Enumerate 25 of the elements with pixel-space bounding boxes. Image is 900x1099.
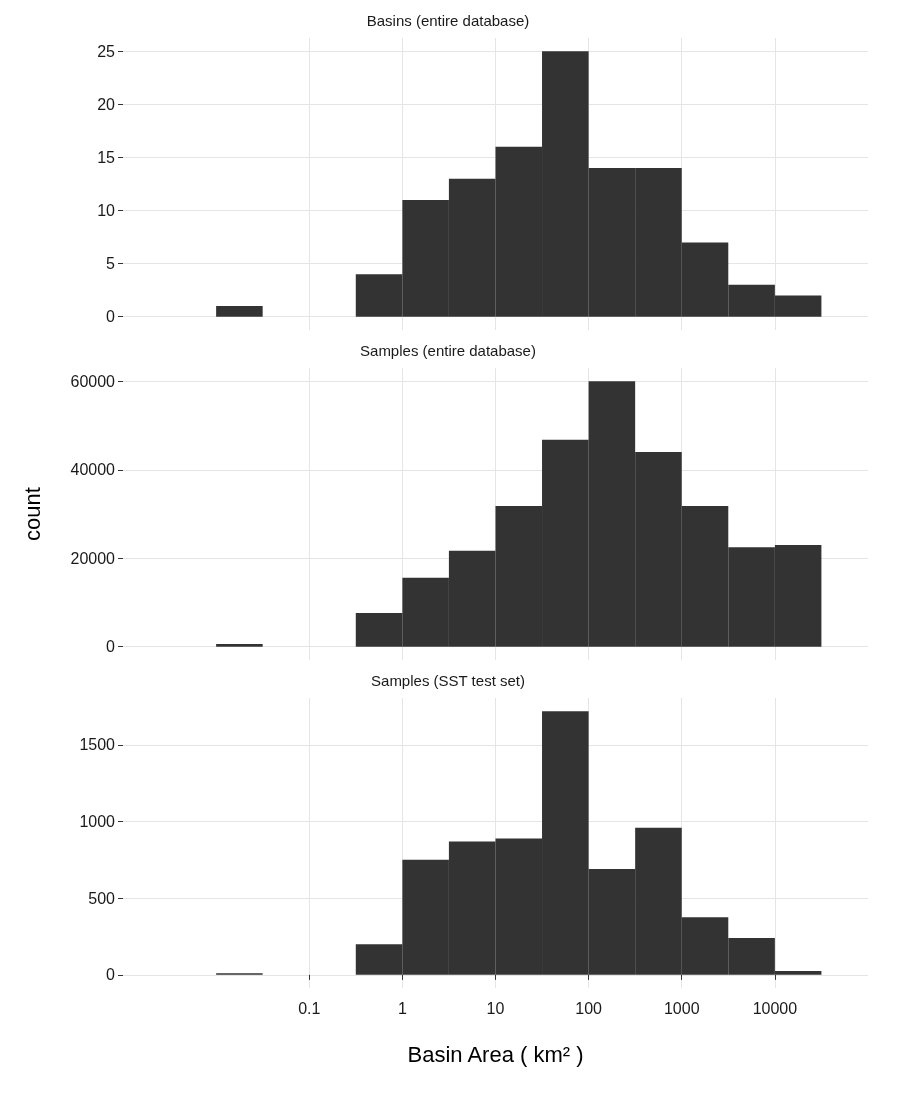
y-tick-label: 1500	[79, 736, 116, 754]
y-tick-label: 500	[88, 889, 116, 907]
y-tick-label: 1000	[79, 813, 116, 831]
y-tick-label: 25	[97, 42, 116, 60]
y-tick-label: 10	[97, 202, 116, 220]
x-axis-title: Basin Area ( km² )	[407, 1041, 584, 1067]
x-tick-label: 1000	[663, 999, 700, 1017]
y-tick-label: 15	[97, 148, 116, 166]
y-tick-label: 0	[106, 966, 116, 984]
y-tick-label: 20000	[70, 549, 116, 567]
y-tick-label: 5	[106, 255, 116, 273]
x-tick-label: 10	[486, 999, 505, 1017]
x-tick-label: 1	[397, 999, 407, 1017]
x-tick-label: 10000	[752, 999, 798, 1017]
y-tick-label: 20	[97, 95, 116, 113]
chart-title: Samples (entire database)	[360, 342, 536, 359]
y-tick-label: 0	[106, 638, 116, 656]
x-tick-label: 0.1	[298, 999, 321, 1017]
y-tick-label: 60000	[70, 372, 116, 390]
y-tick-label: 0	[106, 308, 116, 326]
y-axis-title: count	[19, 487, 45, 541]
chart-title: Basins (entire database)	[366, 12, 530, 29]
x-tick-label: 100	[575, 999, 603, 1017]
y-tick-label: 40000	[70, 461, 116, 479]
chart-title: Samples (SST test set)	[371, 672, 525, 689]
